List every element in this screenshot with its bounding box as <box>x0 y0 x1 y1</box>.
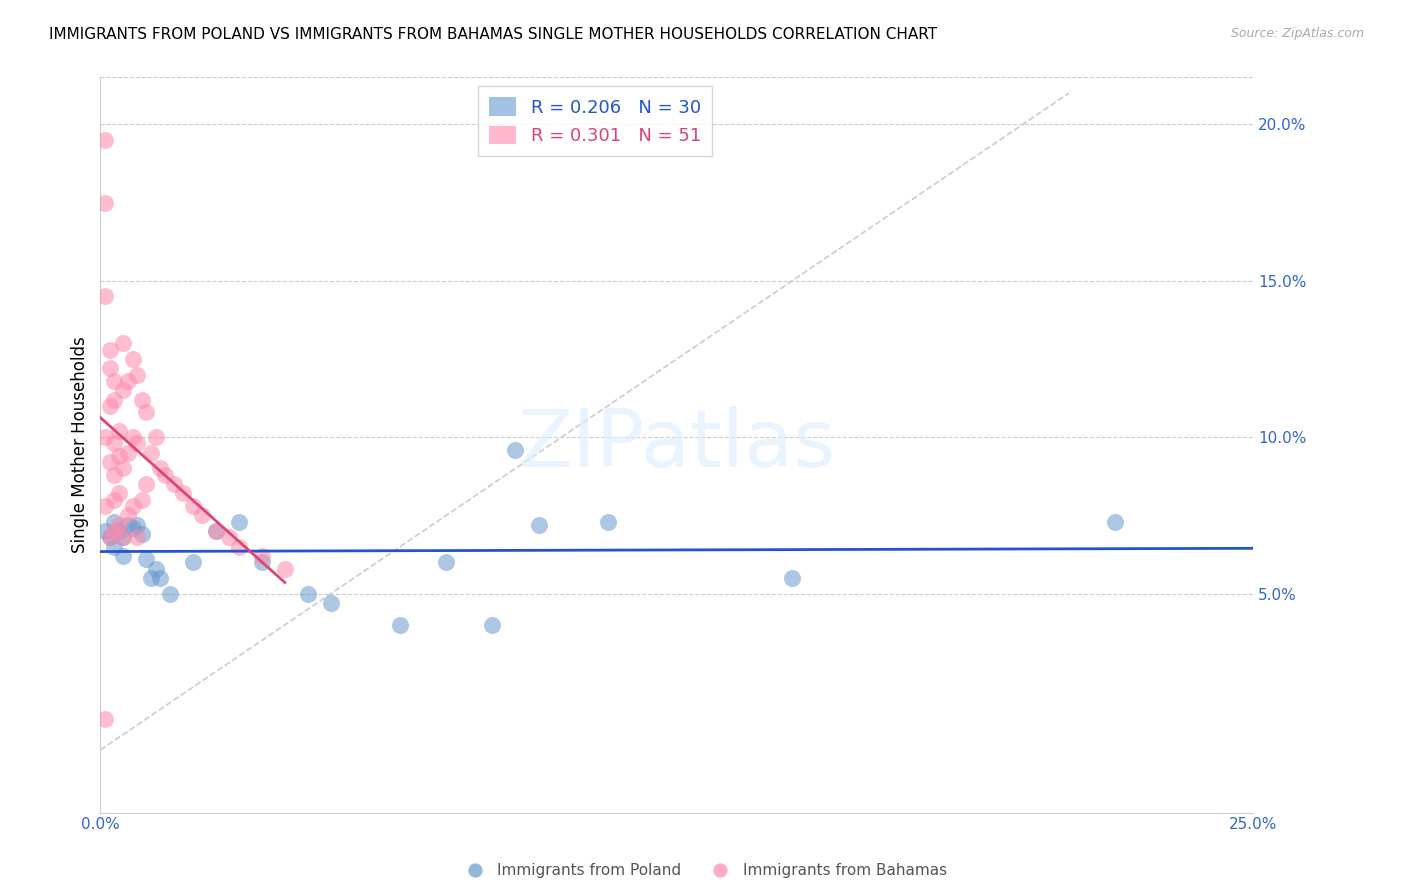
Point <box>103 492 125 507</box>
Point <box>127 368 149 382</box>
Point <box>121 499 143 513</box>
Point <box>434 555 457 569</box>
Point <box>274 561 297 575</box>
Y-axis label: Single Mother Households: Single Mother Households <box>72 336 89 553</box>
Point <box>204 524 226 538</box>
Point <box>103 515 125 529</box>
Point <box>204 524 226 538</box>
Point <box>94 289 117 303</box>
Point <box>112 383 135 397</box>
Text: IMMIGRANTS FROM POLAND VS IMMIGRANTS FROM BAHAMAS SINGLE MOTHER HOUSEHOLDS CORRE: IMMIGRANTS FROM POLAND VS IMMIGRANTS FRO… <box>49 27 938 42</box>
Point <box>135 552 157 566</box>
Point <box>94 133 117 147</box>
Point <box>103 436 125 450</box>
Point <box>139 571 162 585</box>
Point <box>131 492 153 507</box>
Point <box>153 467 176 482</box>
Point <box>159 586 181 600</box>
Point <box>94 712 117 726</box>
Point <box>94 524 117 538</box>
Point <box>103 374 125 388</box>
Point <box>135 477 157 491</box>
Point <box>117 508 139 523</box>
Point <box>94 430 117 444</box>
Point <box>127 530 149 544</box>
Point <box>98 399 121 413</box>
Point <box>1104 515 1126 529</box>
Point <box>505 442 527 457</box>
Point <box>218 530 240 544</box>
Legend: R = 0.206   N = 30, R = 0.301   N = 51: R = 0.206 N = 30, R = 0.301 N = 51 <box>478 87 711 156</box>
Point <box>117 374 139 388</box>
Point <box>121 521 143 535</box>
Point <box>98 530 121 544</box>
Point <box>149 461 172 475</box>
Point <box>780 571 803 585</box>
Point <box>107 486 129 500</box>
Point <box>107 449 129 463</box>
Point <box>103 392 125 407</box>
Point <box>94 499 117 513</box>
Point <box>103 540 125 554</box>
Point <box>149 571 172 585</box>
Point <box>389 618 412 632</box>
Point <box>94 195 117 210</box>
Point <box>127 517 149 532</box>
Text: Source: ZipAtlas.com: Source: ZipAtlas.com <box>1230 27 1364 40</box>
Point <box>121 351 143 366</box>
Point <box>131 392 153 407</box>
Point <box>103 524 125 538</box>
Point <box>145 561 167 575</box>
Point <box>250 555 273 569</box>
Point <box>117 446 139 460</box>
Point <box>228 540 250 554</box>
Point <box>228 515 250 529</box>
Point <box>481 618 503 632</box>
Point <box>139 446 162 460</box>
Point <box>112 530 135 544</box>
Point <box>98 361 121 376</box>
Point <box>163 477 186 491</box>
Point <box>121 430 143 444</box>
Point <box>98 530 121 544</box>
Legend: Immigrants from Poland, Immigrants from Bahamas: Immigrants from Poland, Immigrants from … <box>453 857 953 884</box>
Point <box>181 499 204 513</box>
Point <box>181 555 204 569</box>
Point <box>135 405 157 419</box>
Point <box>112 336 135 351</box>
Point <box>127 436 149 450</box>
Point <box>112 530 135 544</box>
Point <box>145 430 167 444</box>
Point <box>319 596 342 610</box>
Point <box>98 343 121 357</box>
Point <box>103 467 125 482</box>
Point <box>117 517 139 532</box>
Point <box>297 586 319 600</box>
Point <box>107 424 129 438</box>
Point <box>172 486 194 500</box>
Point <box>527 517 550 532</box>
Text: ZIPatlas: ZIPatlas <box>517 406 837 484</box>
Point <box>250 549 273 563</box>
Point <box>107 524 129 538</box>
Point <box>98 455 121 469</box>
Point <box>596 515 619 529</box>
Point <box>112 461 135 475</box>
Point <box>107 517 129 532</box>
Point <box>112 549 135 563</box>
Point <box>191 508 214 523</box>
Point <box>131 527 153 541</box>
